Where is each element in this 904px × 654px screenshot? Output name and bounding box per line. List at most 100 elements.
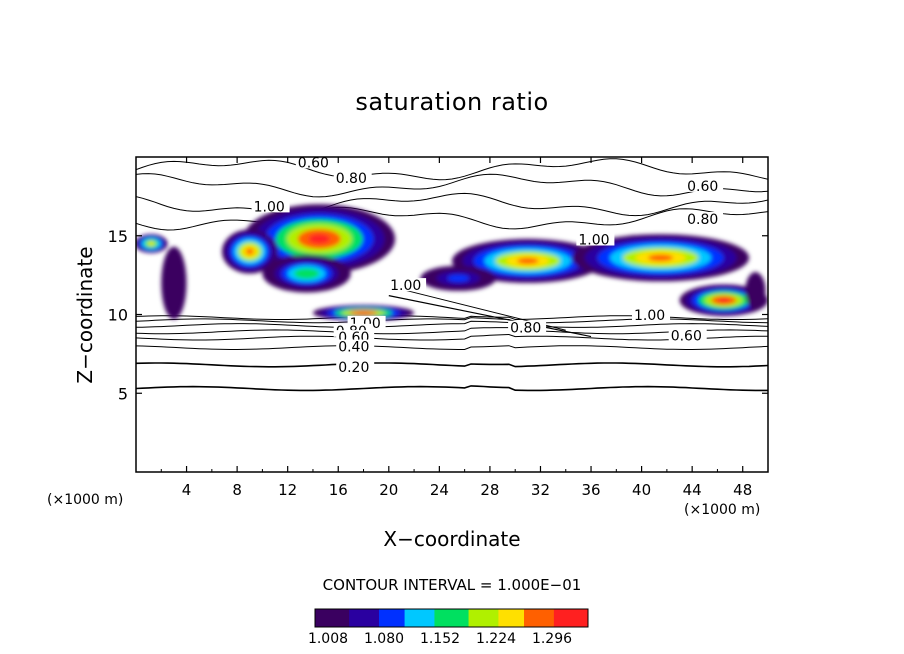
colorbar-segment: [387, 609, 393, 627]
colorbar-segment: [434, 609, 440, 627]
colorbar-segment: [536, 609, 542, 627]
colorbar-segment: [455, 609, 461, 627]
colorbar-tick-label: 1.296: [532, 631, 572, 647]
colorbar-segment: [417, 609, 423, 627]
colorbar-segment: [353, 609, 359, 627]
supersaturation-region: [452, 276, 464, 281]
colorbar-segment: [502, 609, 508, 627]
contour-label: 0.80: [687, 212, 718, 228]
colorbar-segment: [383, 609, 389, 627]
colorbar-tick-label: 1.008: [308, 631, 348, 647]
colorbar-segment: [498, 609, 504, 627]
colorbar-segment: [404, 609, 410, 627]
contour-line: [136, 173, 768, 198]
supersaturation-region: [517, 257, 539, 265]
supersaturation-region: [245, 248, 254, 255]
contour-label: 0.60: [687, 179, 718, 195]
y-tick-label: 5: [118, 384, 128, 403]
contour-label-bg: [685, 178, 724, 192]
contour-label-bg: [295, 155, 334, 169]
colorbar-segment: [464, 609, 470, 627]
contour-line: [136, 320, 768, 328]
plot-frame: [135, 156, 769, 473]
x-tick-label: 36: [581, 481, 600, 499]
contour-lines: [136, 158, 768, 392]
colorbar-segment: [378, 609, 384, 627]
colorbar-segment: [451, 609, 457, 627]
contour-label: 1.00: [254, 199, 285, 215]
contour-line: [388, 295, 592, 338]
y-axis-unit: (×1000 m): [47, 492, 124, 508]
contour-line: [136, 206, 768, 231]
supersaturation-region: [300, 270, 313, 277]
colorbar-segment: [344, 609, 350, 627]
contour-label-bg: [508, 320, 547, 334]
contour-line: [136, 333, 768, 341]
colorbar-segment: [336, 609, 342, 627]
colorbar-segment: [545, 609, 551, 627]
colorbar-segment: [494, 609, 499, 627]
x-tick-label: 24: [430, 481, 449, 499]
colorbar-segment: [472, 609, 478, 627]
colorbar-segment: [524, 609, 529, 627]
supersaturation-region: [356, 311, 371, 314]
supersaturation-region: [308, 233, 331, 244]
colorbar-segment: [340, 609, 346, 627]
colorbar-segment: [370, 609, 376, 627]
colorbar-segment: [506, 609, 512, 627]
chart-title: saturation ratio: [355, 88, 549, 116]
colorbar-tick-label: 1.224: [476, 631, 516, 647]
contour-label-bg: [251, 199, 290, 213]
colorbar-segment: [319, 609, 325, 627]
contour-label: 0.20: [338, 360, 369, 376]
colorbar-segment: [562, 609, 568, 627]
colorbar-segment: [553, 609, 559, 627]
x-tick-label: 16: [329, 481, 348, 499]
contour-label-bg: [632, 308, 670, 322]
contour-label: 0.80: [510, 321, 541, 337]
colorbar-segment: [332, 609, 337, 627]
contour-label-bg: [336, 339, 375, 353]
x-tick-label: 12: [278, 481, 297, 499]
colorbar-segment: [374, 609, 380, 627]
contour-labels: 0.60 0.80 0.60 0.80 1.00 1.00 1.00 0.80 1.00 0.60…: [251, 155, 724, 376]
colorbar-segment: [477, 609, 482, 627]
colorbar-segment: [519, 609, 525, 627]
x-tick-label: 44: [683, 481, 702, 499]
colorbar-segment: [357, 609, 363, 627]
colorbar-segment: [430, 609, 435, 627]
contour-line: [136, 192, 768, 217]
contour-label-bg: [576, 232, 615, 246]
contour-label-bg: [668, 328, 707, 342]
colorbar-tick-label: 1.080: [364, 631, 404, 647]
x-tick-label: 4: [182, 481, 192, 499]
colorbar-segment: [327, 609, 333, 627]
colorbar-segment: [442, 609, 448, 627]
colorbar-segment: [528, 609, 534, 627]
contour-line: [136, 158, 768, 181]
colorbar-segment: [400, 609, 406, 627]
colorbar-segment: [515, 609, 521, 627]
colorbar-segment: [413, 609, 418, 627]
contour-label: 0.60: [671, 329, 702, 345]
colorbar-segment: [438, 609, 444, 627]
colorbar-segment: [566, 609, 572, 627]
colorbar-tick-label: 1.152: [420, 631, 460, 647]
x-axis-unit: (×1000 m): [684, 502, 761, 518]
contour-line: [136, 345, 768, 350]
x-tick-label: 32: [531, 481, 550, 499]
colorbar-segment: [460, 609, 465, 627]
colorbar-segment: [421, 609, 427, 627]
colorbar-segment: [408, 609, 414, 627]
contour-label-bg: [388, 278, 427, 292]
y-tick-label: 15: [108, 227, 128, 246]
colorbar-segment: [349, 609, 354, 627]
colorbar-segment: [485, 609, 491, 627]
colorbar-segment: [396, 609, 401, 627]
contour-label: 0.80: [336, 171, 367, 187]
contour-line: [136, 385, 768, 392]
contour-label: 1.00: [390, 278, 421, 294]
contour-label-bg: [336, 360, 375, 374]
